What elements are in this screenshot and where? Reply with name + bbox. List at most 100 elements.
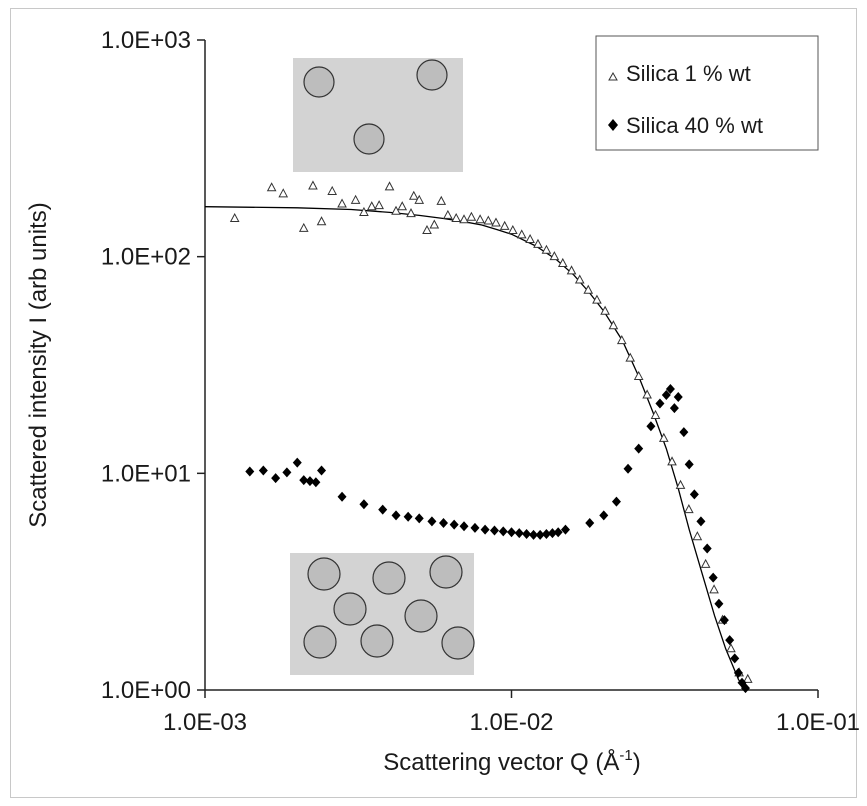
fit-curve — [204, 206, 747, 691]
data-point-triangle — [466, 211, 477, 221]
data-point-diamond — [719, 615, 729, 626]
x-axis-title: Scattering vector Q (Å-1) — [383, 747, 640, 776]
data-point-diamond — [655, 398, 665, 409]
data-point-triangle — [499, 220, 510, 230]
data-point-triangle — [483, 215, 494, 225]
data-point-triangle — [429, 219, 440, 229]
legend-label-silica-1: Silica 1 % wt — [626, 61, 751, 86]
data-point-diamond — [669, 403, 679, 414]
data-point-triangle — [633, 370, 644, 380]
data-point-diamond — [427, 516, 437, 527]
data-point-triangle — [675, 479, 686, 489]
concentrated-sample-inset — [290, 553, 475, 675]
data-point-triangle — [709, 584, 719, 594]
data-point-diamond — [661, 389, 671, 400]
data-point-triangle — [600, 305, 610, 315]
data-point-diamond — [684, 459, 694, 470]
legend-diamond-icon — [608, 119, 618, 131]
data-point-diamond — [708, 572, 718, 583]
data-point-triangle — [436, 195, 447, 205]
data-point-diamond — [679, 427, 689, 438]
dilute-particle — [416, 59, 448, 91]
concentrated-particle — [360, 624, 394, 658]
data-point-triangle — [422, 224, 432, 235]
data-point-triangle — [451, 212, 462, 223]
y-tick-label: 1.0E+00 — [101, 677, 191, 704]
concentrated-particle — [303, 625, 337, 659]
data-point-diamond — [547, 528, 557, 539]
series-2 — [245, 384, 750, 694]
data-point-diamond — [585, 517, 595, 528]
x-tick-label: 1.0E-03 — [163, 709, 247, 736]
legend-triangle-icon — [608, 71, 618, 81]
data-point-diamond — [498, 526, 508, 537]
data-point-diamond — [673, 392, 683, 403]
data-point-diamond — [740, 683, 750, 694]
data-point-triangle — [366, 201, 377, 211]
data-point-diamond — [305, 476, 315, 487]
data-point-diamond — [507, 527, 516, 538]
series-layer — [229, 180, 753, 694]
data-point-triangle — [308, 180, 318, 190]
data-point-diamond — [391, 510, 401, 521]
data-point-diamond — [489, 525, 499, 536]
data-point-triangle — [533, 238, 543, 248]
concentrated-particle — [441, 626, 475, 660]
data-point-diamond — [730, 653, 740, 664]
data-point-diamond — [337, 491, 347, 502]
data-point-diamond — [282, 467, 292, 478]
data-point-triangle — [507, 224, 518, 235]
data-point-diamond — [359, 499, 369, 510]
data-point-triangle — [350, 194, 361, 204]
data-point-triangle — [700, 558, 711, 568]
data-point-diamond — [733, 667, 743, 678]
data-point-triangle — [229, 212, 240, 223]
data-point-diamond — [449, 519, 459, 530]
data-point-diamond — [535, 529, 545, 540]
data-point-diamond — [245, 466, 255, 477]
data-point-diamond — [299, 475, 309, 486]
data-point-diamond — [634, 443, 644, 454]
concentrated-particle — [307, 557, 341, 591]
data-point-triangle — [742, 673, 753, 683]
data-point-diamond — [514, 528, 524, 539]
data-point-diamond — [317, 465, 327, 476]
data-point-triangle — [684, 504, 694, 514]
data-point-diamond — [258, 465, 268, 476]
data-point-triangle — [557, 257, 568, 267]
data-point-triangle — [667, 456, 677, 466]
data-point-triangle — [298, 222, 309, 232]
data-point-diamond — [689, 489, 699, 500]
data-point-triangle — [475, 214, 485, 224]
data-point-triangle — [574, 274, 585, 284]
data-point-triangle — [359, 206, 369, 216]
data-point-diamond — [714, 598, 724, 609]
x-tick-label: 1.0E-01 — [776, 709, 860, 736]
y-tick-label: 1.0E+02 — [101, 244, 191, 271]
data-point-diamond — [311, 477, 321, 488]
data-point-diamond — [470, 522, 480, 533]
data-point-triangle — [316, 216, 327, 226]
data-point-diamond — [271, 473, 281, 484]
data-point-diamond — [439, 517, 449, 528]
data-point-triangle — [592, 294, 602, 304]
data-point-triangle — [384, 181, 395, 191]
legend-box — [595, 35, 819, 151]
data-point-triangle — [650, 409, 661, 419]
data-point-diamond — [459, 521, 469, 532]
data-point-triangle — [374, 200, 384, 210]
data-point-diamond — [560, 524, 570, 535]
data-point-triangle — [266, 182, 277, 192]
data-point-diamond — [702, 543, 712, 554]
data-point-triangle — [397, 201, 408, 211]
dilute-particle — [353, 123, 385, 155]
y-tick-label: 1.0E+03 — [101, 27, 191, 54]
data-point-diamond — [611, 496, 621, 507]
legend: Silica 1 % wt Silica 40 % wt — [595, 35, 819, 151]
dilute-sample-inset — [293, 58, 463, 172]
data-point-diamond — [623, 463, 633, 474]
data-point-triangle — [491, 217, 501, 227]
concentrated-particle — [404, 599, 438, 633]
data-point-triangle — [391, 205, 401, 215]
